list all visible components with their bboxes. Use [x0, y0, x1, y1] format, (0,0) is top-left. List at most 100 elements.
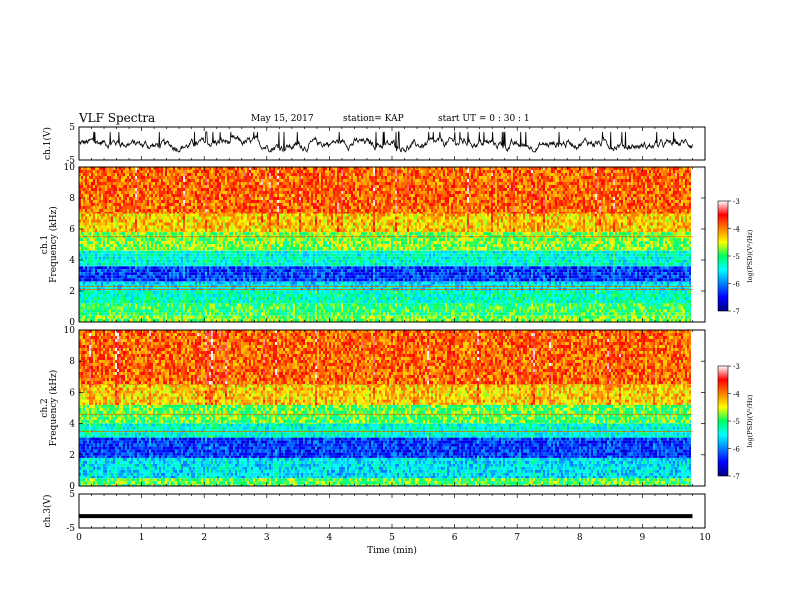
- spectrogram-cell: [571, 312, 573, 316]
- spectrogram-cell: [583, 312, 585, 316]
- spectrogram-cell: [127, 297, 129, 300]
- spectrogram-cell: [367, 309, 369, 313]
- spectrogram-cell: [389, 306, 391, 310]
- spectrogram-cell: [121, 291, 123, 294]
- spectrogram-cell: [417, 300, 419, 303]
- spectrogram-cell: [251, 294, 253, 297]
- spectrogram-cell: [571, 291, 573, 294]
- spectrogram-cell: [471, 297, 473, 300]
- spectrogram-cell: [241, 297, 243, 300]
- spectrogram-cell: [175, 315, 177, 319]
- spectrogram-cell: [107, 291, 109, 294]
- spectrogram-cell: [563, 312, 565, 316]
- spectrogram-cell: [553, 300, 555, 303]
- spectrogram-cell: [625, 291, 627, 294]
- spectrogram-cell: [419, 309, 421, 313]
- spectrogram-cell: [311, 306, 313, 310]
- spectrogram-cell: [529, 297, 531, 300]
- spectrogram-cell: [83, 318, 85, 322]
- spectrogram-cell: [455, 306, 457, 310]
- spectrogram-cell: [519, 315, 521, 319]
- spectrogram-cell: [235, 318, 237, 322]
- spectrogram-cell: [551, 309, 553, 313]
- spectrogram-cell: [255, 318, 257, 322]
- spectrogram-cell: [453, 297, 455, 300]
- spectrogram-cell: [519, 300, 521, 303]
- spectrogram-cell: [669, 294, 671, 297]
- spectrogram-cell: [131, 306, 133, 310]
- spectrogram-cell: [159, 281, 161, 285]
- spectrogram-cell: [369, 309, 371, 313]
- spectrogram-cell: [125, 303, 127, 307]
- spectrogram-cell: [327, 306, 329, 310]
- spectrogram-cell: [191, 291, 193, 294]
- spectrogram-cell: [335, 315, 337, 319]
- spectrogram-cell: [277, 315, 279, 319]
- spectrogram-cell: [317, 318, 319, 322]
- spectrogram-cell: [465, 312, 467, 316]
- spectrogram-cell: [577, 306, 579, 310]
- spectrogram-cell: [277, 303, 279, 307]
- spectrogram-cell: [87, 318, 89, 322]
- spectrogram-cell: [325, 312, 327, 316]
- spectrogram-cell: [211, 315, 213, 319]
- spectrogram-cell: [505, 300, 507, 303]
- spectrogram-cell: [505, 297, 507, 300]
- spectrogram-cell: [659, 318, 661, 322]
- spectrogram-cell: [327, 294, 329, 297]
- spectrogram-cell: [489, 294, 491, 297]
- spectrogram-cell: [531, 318, 533, 322]
- spectrogram-cell: [297, 297, 299, 300]
- spectrogram-cell: [575, 300, 577, 303]
- spectrogram-cell: [355, 303, 357, 307]
- spectrogram-cell: [465, 291, 467, 294]
- spectrogram-cell: [239, 281, 241, 285]
- spectrogram-cell: [137, 291, 139, 294]
- spectrogram-cell: [281, 303, 283, 307]
- spectrogram-cell: [419, 312, 421, 316]
- spectrogram-cell: [349, 312, 351, 316]
- spectrogram-cell: [139, 312, 141, 316]
- spectrogram-cell: [583, 309, 585, 313]
- spectrogram-cell: [313, 315, 315, 319]
- spectrogram-cell: [289, 294, 291, 297]
- spectrogram-cell: [283, 303, 285, 307]
- spectrogram-cell: [101, 297, 103, 300]
- spectrogram-cell: [511, 300, 513, 303]
- spectrogram-cell: [233, 294, 235, 297]
- spectrogram-cell: [241, 306, 243, 310]
- spectrogram-cell: [331, 312, 333, 316]
- spectrogram-cell: [185, 312, 187, 316]
- spectrogram-cell: [207, 318, 209, 322]
- spectrogram-cell: [611, 300, 613, 303]
- spectrogram-cell: [421, 294, 423, 297]
- spectrogram-cell: [565, 309, 567, 313]
- spectrogram-cell: [129, 297, 131, 300]
- spectrogram-cell: [259, 309, 261, 313]
- spectrogram-cell: [351, 312, 353, 316]
- spectrogram-cell: [479, 315, 481, 319]
- spectrogram-cell: [443, 303, 445, 307]
- spectrogram-cell: [515, 306, 517, 310]
- spectrogram-cell: [643, 315, 645, 319]
- spectrogram-cell: [163, 281, 165, 285]
- spectrogram-cell: [201, 306, 203, 310]
- spectrogram-cell: [537, 315, 539, 319]
- spectrogram-cell: [419, 291, 421, 294]
- spectrogram-cell: [641, 294, 643, 297]
- spectrogram-cell: [157, 318, 159, 322]
- spectrogram-cell: [639, 300, 641, 303]
- spectrogram-cell: [395, 303, 397, 307]
- spectrogram-cell: [647, 309, 649, 313]
- spectrogram-cell: [573, 309, 575, 313]
- spectrogram-cell: [129, 303, 131, 307]
- spectrogram-cell: [477, 281, 479, 285]
- spectrogram-cell: [493, 294, 495, 297]
- spectrogram-cell: [133, 315, 135, 319]
- spectrogram-cell: [199, 315, 201, 319]
- spectrogram-cell: [687, 291, 689, 294]
- spectrogram-cell: [399, 291, 401, 294]
- spectrogram-cell: [383, 303, 385, 307]
- spectrogram-cell: [567, 281, 569, 285]
- spectrogram-cell: [467, 297, 469, 300]
